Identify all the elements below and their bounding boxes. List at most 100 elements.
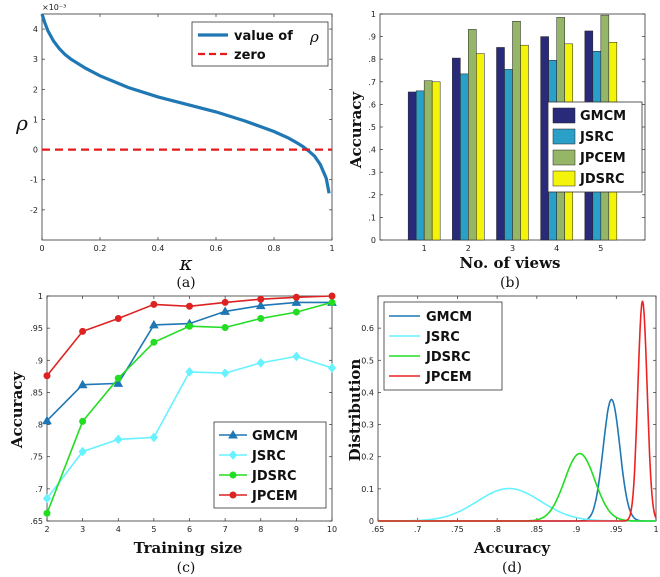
- panel-b-bar-jdsrc-2: [476, 53, 485, 241]
- panel-b-bar-jsrc-2: [460, 73, 469, 241]
- panel-c-point-jdsrc-8: [257, 315, 265, 322]
- panel-d-xtick-label-5: .9: [573, 525, 581, 534]
- panel-c-point-jdsrc-7: [221, 324, 229, 331]
- panel-b-legend-swatch-1: [552, 128, 576, 145]
- panel-b-ytick-label-6: .6: [368, 100, 376, 109]
- panel-b-ytick-label-4: .4: [368, 146, 376, 155]
- panel-c-point-jdsrc-5: [150, 338, 158, 346]
- panel-b-ytick-label-7: .7: [368, 78, 376, 87]
- panel-c-point-jsrc-2: [42, 493, 52, 504]
- panel-c-ytick-label-7: 1: [38, 292, 43, 301]
- panel-c-point-jsrc-7: [220, 368, 230, 378]
- panel-d-distribution: .65 .7 .75 .8 .85 .9 .95 1 0 0.1 0.2 0.3 0.4 0.5 0.6 GM…: [361, 295, 659, 534]
- panel-d-ytick-label-4: 0.4: [361, 388, 374, 397]
- panel-c-point-gmcm-5: [149, 319, 159, 329]
- panel-d-xtick-label-0: .65: [372, 525, 385, 534]
- panel-b-legend-label-1: JSRC: [579, 130, 614, 145]
- panel-d-legend-label-2: JDSRC: [425, 350, 471, 365]
- panel-a-xtick-label-5: 1: [329, 244, 334, 253]
- panel-c-xtick-label-8: 10: [327, 525, 337, 534]
- panel-c-xtick-label-2: 4: [116, 525, 121, 534]
- panel-b-legend-swatch-3: [552, 170, 576, 187]
- panel-c-ylabel: Accuracy: [8, 371, 26, 450]
- panel-d-series-jpcem-curve: [378, 300, 657, 522]
- panel-a-kappa-rho: 0 0.2 0.4 0.6 0.8 1 -2 -1 0 1 2 3 4 value of ρ zero: [30, 13, 335, 253]
- panel-d-legend-label-3: JPCEM: [425, 370, 472, 385]
- panel-d-xtick-label-4: .85: [530, 525, 543, 534]
- panel-c-legend-marker-3: [229, 491, 237, 499]
- panel-b-ytick-label-3: .3: [368, 168, 376, 177]
- panel-c-legend-label-2: JDSRC: [251, 469, 297, 484]
- caption-a: (a): [176, 275, 195, 291]
- panel-c-point-jdsrc-9: [292, 308, 300, 316]
- panel-c-xtick-label-3: 5: [151, 525, 156, 534]
- panel-d-ylabel: Distribution: [346, 359, 364, 462]
- panel-c-xlabel: Training size: [134, 539, 243, 557]
- panel-c-point-jpcem-10: [328, 292, 336, 300]
- panel-a-legend-label-1: zero: [234, 48, 266, 63]
- panel-d-xtick-label-7: 1: [653, 525, 658, 534]
- panel-c-legend-marker-2: [229, 471, 237, 479]
- panel-a-exponent: ×10⁻³: [42, 3, 66, 12]
- panel-c-point-jsrc-6: [185, 367, 194, 377]
- panel-c-ytick-label-2: .75: [30, 453, 43, 462]
- panel-c-point-jsrc-4: [114, 434, 123, 445]
- panel-a-ytick-label-2: 0: [33, 146, 38, 155]
- panel-a-ylabel: ρ: [15, 111, 28, 135]
- panel-b-legend-swatch-0: [552, 107, 576, 124]
- panel-c-point-jdsrc-3: [79, 417, 87, 425]
- panel-d-ytick-label-5: 0.5: [361, 356, 374, 365]
- panel-c-ytick-label-5: .9: [35, 356, 43, 365]
- panel-c-point-gmcm-3: [77, 379, 88, 389]
- panel-b-bar-gmcm-3: [496, 47, 505, 241]
- panel-b-accuracy-views: 0 .1 .2 .3 .4 .5 .6 .7 .8 .9 1 1 2 3 4 5 GMCM JSRC JPCEM JD…: [368, 10, 646, 253]
- panel-b-xtick-label-0: 1: [422, 244, 427, 253]
- panel-b-ytick-label-2: .2: [368, 191, 376, 200]
- panel-c-accuracy-training: 2 3 4 5 6 7 8 9 10 .65 .7 .75 .8 .85 .9 .95 1 GMCM JSRC JDS…: [30, 292, 337, 534]
- panel-c-point-jpcem-2: [43, 372, 51, 380]
- panel-a-xtick-label-3: 0.6: [210, 244, 223, 253]
- panel-c-point-gmcm-4: [113, 378, 124, 387]
- panel-b-bar-jdsrc-1: [431, 81, 441, 241]
- panel-b-xtick-label-4: 5: [598, 244, 603, 253]
- panel-c-point-jsrc-5: [149, 432, 159, 443]
- panel-b-legend-label-2: JPCEM: [579, 151, 626, 166]
- panel-c-point-jsrc-8: [256, 358, 265, 368]
- panel-c-point-gmcm-9: [291, 297, 302, 306]
- panel-d-xtick-label-3: .8: [493, 525, 501, 534]
- panel-b-bar-jdsrc-3: [520, 44, 529, 241]
- panel-b-ytick-label-9: .9: [368, 33, 376, 42]
- panel-b-bar-jsrc-3: [504, 69, 513, 241]
- panel-d-xtick-label-2: .75: [451, 525, 464, 534]
- panel-a-ytick-label-4: 2: [33, 85, 38, 94]
- panel-c-legend-marker-0: [228, 429, 238, 439]
- panel-b-xlabel: No. of views: [460, 254, 561, 272]
- panel-b-ytick-label-5: .5: [368, 123, 376, 132]
- panel-c-point-jsrc-9: [292, 351, 301, 362]
- panel-a-xtick-label-0: 0: [39, 244, 44, 253]
- panel-b-ylabel: Accuracy: [347, 91, 365, 170]
- panel-d-ytick-label-0: 0: [369, 517, 374, 526]
- panel-b-ytick-label-8: .8: [368, 55, 376, 64]
- caption-c: (c): [177, 560, 196, 576]
- panel-b-bar-jpcem-3: [512, 20, 521, 241]
- panel-d-legend-label-0: GMCM: [426, 310, 472, 325]
- panel-a-series-value-line: [40, 13, 331, 194]
- panel-b-ytick-label-0: 0: [371, 236, 376, 245]
- panel-c-point-jsrc-10: [327, 363, 337, 373]
- panel-c-point-jpcem-5: [150, 300, 158, 308]
- panel-c-ytick-label-0: .65: [30, 517, 43, 526]
- panel-c-point-jdsrc-6: [186, 322, 193, 330]
- panel-c-xtick-label-5: 7: [223, 525, 228, 534]
- panel-a-ytick-label-5: 3: [33, 55, 38, 64]
- panel-a-ytick-label-0: -2: [30, 206, 38, 215]
- panel-a-xtick-label-2: 0.4: [152, 244, 165, 253]
- panel-d-legend-label-1: JSRC: [425, 330, 460, 345]
- panel-b-bar-jsrc-1: [415, 90, 425, 241]
- panel-c-point-jpcem-8: [257, 295, 265, 303]
- panel-c-xtick-label-4: 6: [187, 525, 192, 534]
- panel-c-ytick-label-1: .7: [35, 485, 43, 494]
- panel-b-legend-label-0: GMCM: [580, 109, 626, 124]
- panel-a-xlabel: κ: [178, 251, 192, 275]
